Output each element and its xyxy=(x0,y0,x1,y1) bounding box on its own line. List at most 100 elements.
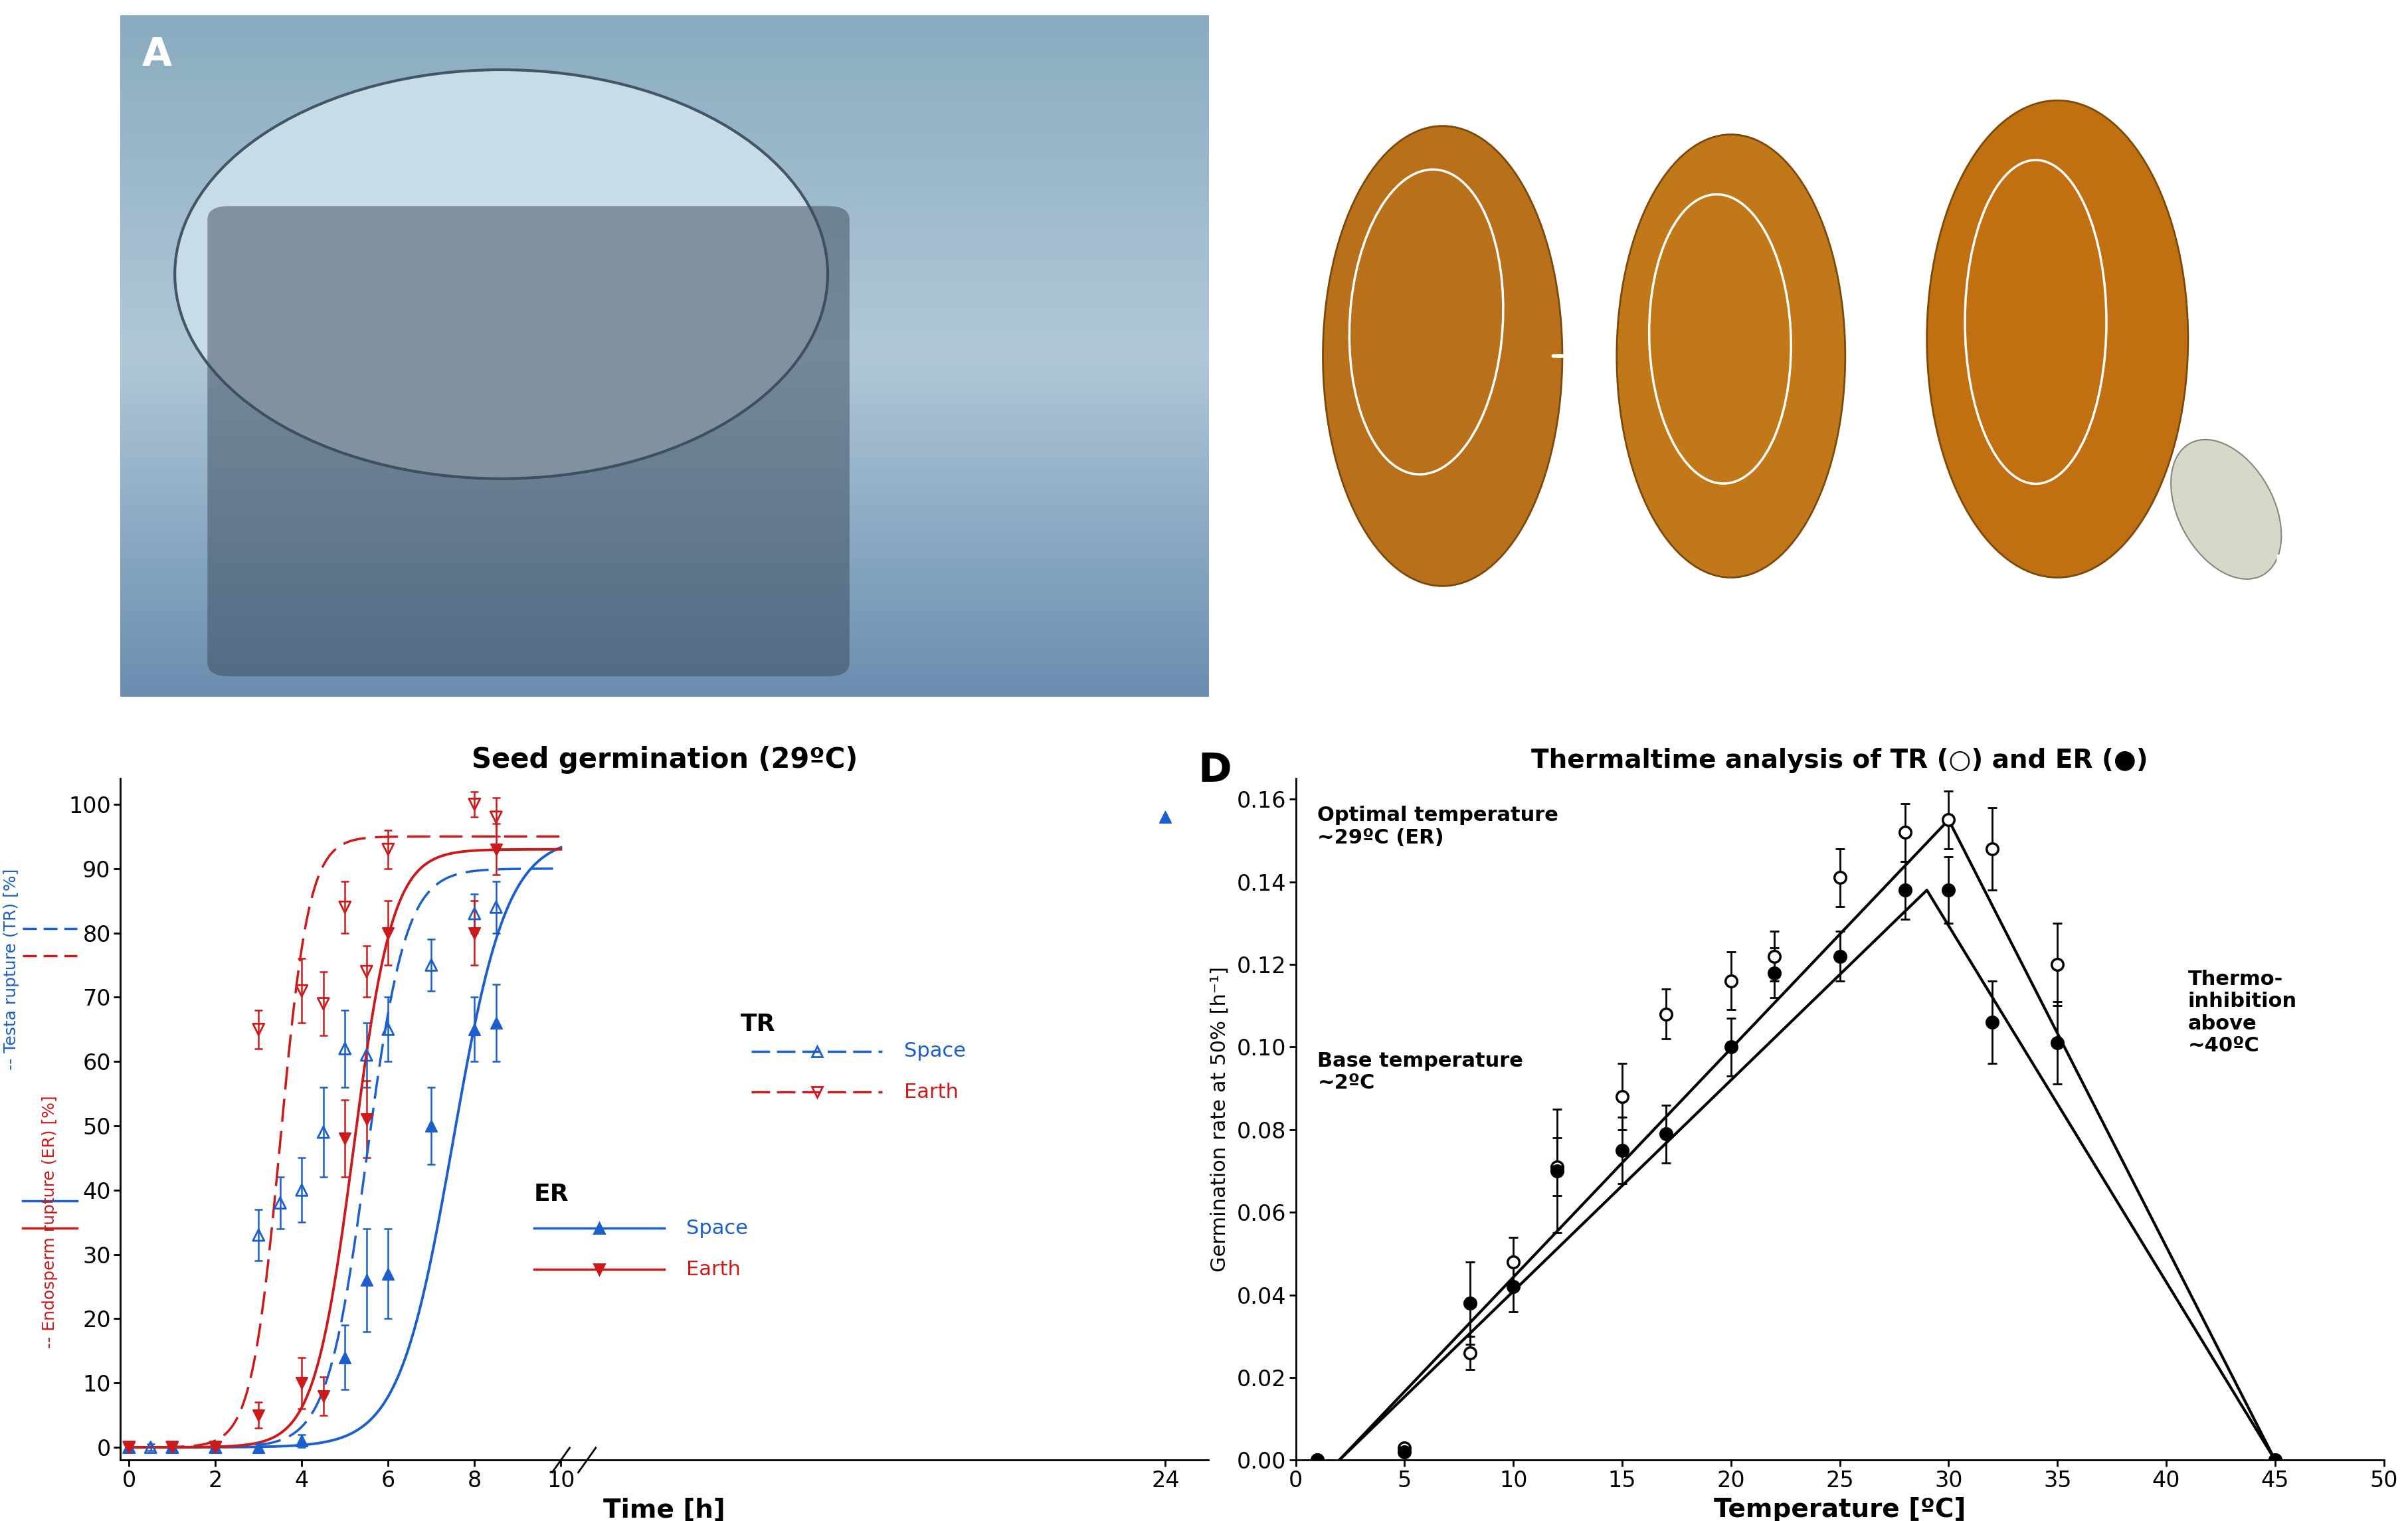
Point xyxy=(2256,1448,2295,1472)
FancyBboxPatch shape xyxy=(207,205,850,677)
Point xyxy=(1647,1121,1686,1145)
Point xyxy=(154,1436,193,1460)
Point xyxy=(303,992,342,1016)
Text: Testa rupture (TR): Testa rupture (TR) xyxy=(1625,46,1835,65)
Point xyxy=(325,894,364,919)
Title: Thermaltime analysis of TR (○) and ER (●): Thermaltime analysis of TR (○) and ER (●… xyxy=(1531,748,2148,773)
Point xyxy=(455,1018,494,1042)
Text: Micropylar
endosperm: Micropylar endosperm xyxy=(1989,46,2105,87)
Point xyxy=(238,1018,277,1042)
Text: Testa (seed coat): Testa (seed coat) xyxy=(1445,648,1625,666)
Text: Space: Space xyxy=(686,1218,749,1238)
Point xyxy=(1604,1138,1642,1162)
Text: Optimal temperature
~29ºC (ER): Optimal temperature ~29ºC (ER) xyxy=(1317,806,1558,847)
Point xyxy=(238,1223,277,1247)
Text: seed germination: seed germination xyxy=(1910,15,2184,41)
Point xyxy=(195,1436,234,1460)
Point xyxy=(303,1119,342,1144)
Text: Endosperm
rupture (ER): Endosperm rupture (ER) xyxy=(2211,46,2341,87)
Ellipse shape xyxy=(1616,134,1845,578)
Circle shape xyxy=(176,70,828,479)
Point xyxy=(1755,945,1794,969)
Point xyxy=(347,1107,385,1132)
Text: Radicle: Radicle xyxy=(2319,252,2396,272)
Point xyxy=(1450,1291,1488,1316)
Point xyxy=(154,1436,193,1460)
Point xyxy=(1820,945,1859,969)
Point xyxy=(347,1043,385,1068)
Point xyxy=(1755,961,1794,986)
Text: TR: TR xyxy=(742,1013,775,1036)
Text: 0.5 mm: 0.5 mm xyxy=(1322,659,1389,677)
Point xyxy=(132,1436,171,1460)
Point xyxy=(195,1436,234,1460)
Point xyxy=(195,1436,234,1460)
Point xyxy=(282,978,320,1002)
Text: Base temperature
~2ºC: Base temperature ~2ºC xyxy=(1317,1051,1524,1092)
Y-axis label: Germination rate at 50% [h⁻¹]: Germination rate at 50% [h⁻¹] xyxy=(1209,967,1228,1272)
Point xyxy=(195,1436,234,1460)
Point xyxy=(2037,952,2076,976)
Point xyxy=(1712,969,1751,993)
Point xyxy=(238,1436,277,1460)
Text: Eruca sativa: Eruca sativa xyxy=(1751,15,1929,41)
Point xyxy=(282,1370,320,1395)
Point xyxy=(1493,1275,1531,1299)
Text: ER: ER xyxy=(535,1183,568,1206)
Point xyxy=(1450,1340,1488,1364)
Point xyxy=(1885,820,1924,844)
Point xyxy=(282,1428,320,1453)
Point xyxy=(1972,1010,2011,1034)
Point xyxy=(477,805,515,829)
Point xyxy=(455,902,494,926)
Text: Radicle
emergence: Radicle emergence xyxy=(2256,554,2372,595)
Point xyxy=(154,1436,193,1460)
Point xyxy=(1647,1002,1686,1027)
Point xyxy=(303,1384,342,1408)
Text: Earth: Earth xyxy=(903,1083,958,1101)
Point xyxy=(368,920,407,945)
Point xyxy=(412,1113,450,1138)
Title: Seed germination (29ºC): Seed germination (29ºC) xyxy=(472,745,857,774)
Point xyxy=(1820,865,1859,890)
Point xyxy=(154,1436,193,1460)
Point xyxy=(260,1191,299,1215)
Ellipse shape xyxy=(1322,126,1563,586)
Point xyxy=(111,1436,149,1460)
X-axis label: Temperature [ºC]: Temperature [ºC] xyxy=(1714,1497,1965,1521)
Point xyxy=(238,1402,277,1427)
Point xyxy=(477,837,515,861)
Point xyxy=(1385,1436,1423,1460)
Point xyxy=(111,1436,149,1460)
Point xyxy=(1539,1159,1577,1183)
Point xyxy=(1298,1448,1336,1472)
Text: Imbibed seed: Imbibed seed xyxy=(1365,46,1519,65)
Ellipse shape xyxy=(2172,440,2280,580)
Point xyxy=(1604,1084,1642,1109)
Ellipse shape xyxy=(1926,100,2189,578)
Text: Space: Space xyxy=(903,1042,966,1060)
Point xyxy=(412,952,450,976)
Text: Thermo-
inhibition
above
~40ºC: Thermo- inhibition above ~40ºC xyxy=(2189,969,2297,1056)
Point xyxy=(347,1269,385,1293)
Text: A: A xyxy=(142,35,171,73)
Point xyxy=(1493,1250,1531,1275)
Point xyxy=(455,792,494,817)
Point xyxy=(1146,805,1185,829)
Point xyxy=(1885,878,1924,902)
Text: D: D xyxy=(1197,751,1230,791)
Point xyxy=(325,1036,364,1060)
Point xyxy=(111,1436,149,1460)
Point xyxy=(347,960,385,984)
Text: Earth: Earth xyxy=(686,1259,742,1279)
Point xyxy=(325,1345,364,1369)
Point xyxy=(2037,1031,2076,1056)
Point xyxy=(368,1261,407,1285)
Point xyxy=(1929,808,1967,832)
Point xyxy=(368,1018,407,1042)
Point xyxy=(1929,878,1967,902)
Point xyxy=(1298,1448,1336,1472)
Point xyxy=(111,1436,149,1460)
Point xyxy=(1539,1154,1577,1179)
Text: -- Endosperm rupture (ER) [%]: -- Endosperm rupture (ER) [%] xyxy=(41,1095,58,1348)
